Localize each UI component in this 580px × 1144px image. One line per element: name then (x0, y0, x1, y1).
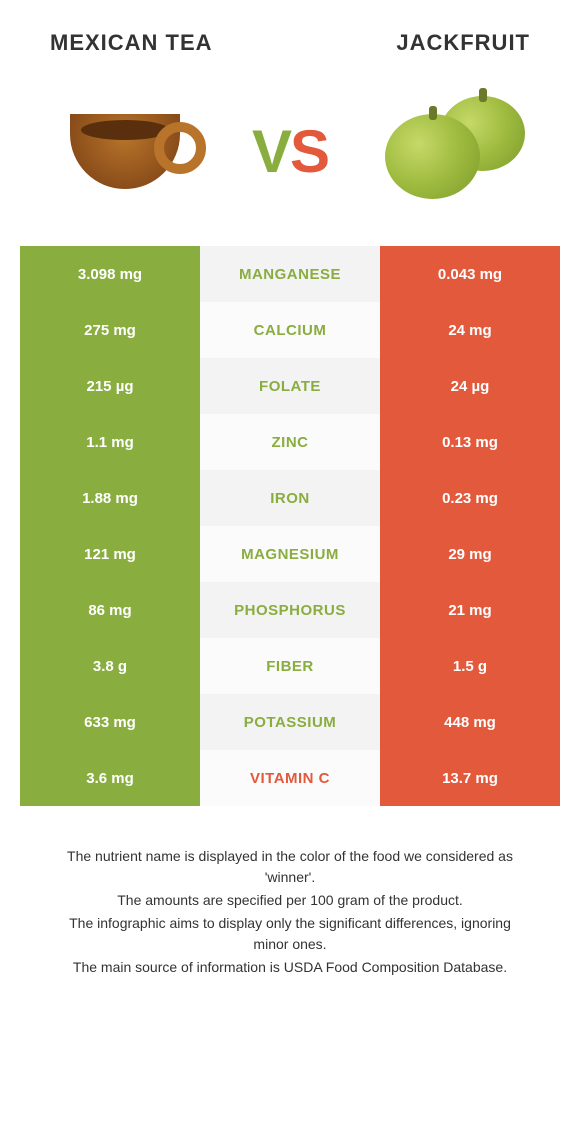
right-value-cell: 0.043 mg (380, 246, 560, 302)
nutrient-label-cell: Vitamin C (200, 750, 380, 806)
nutrient-label-cell: Folate (200, 358, 380, 414)
table-row: 3.6 mgVitamin C13.7 mg (20, 750, 560, 806)
right-food-image (380, 86, 530, 216)
footer-line: The main source of information is USDA F… (50, 957, 530, 978)
right-value-cell: 24 mg (380, 302, 560, 358)
left-value-cell: 86 mg (20, 582, 200, 638)
left-food-title: Mexican tea (50, 30, 213, 56)
nutrient-label-cell: Iron (200, 470, 380, 526)
left-food-image (50, 86, 200, 216)
nutrient-label-cell: Calcium (200, 302, 380, 358)
nutrient-label-cell: Fiber (200, 638, 380, 694)
tea-cup-icon (70, 114, 180, 189)
comparison-table: 3.098 mgManganese0.043 mg275 mgCalcium24… (20, 246, 560, 806)
footer-line: The nutrient name is displayed in the co… (50, 846, 530, 888)
footer-line: The amounts are specified per 100 gram o… (50, 890, 530, 911)
table-row: 275 mgCalcium24 mg (20, 302, 560, 358)
nutrient-label-cell: Zinc (200, 414, 380, 470)
right-food-title: Jackfruit (396, 30, 530, 56)
left-value-cell: 3.8 g (20, 638, 200, 694)
left-value-cell: 275 mg (20, 302, 200, 358)
left-value-cell: 215 µg (20, 358, 200, 414)
table-row: 215 µgFolate24 µg (20, 358, 560, 414)
table-row: 1.88 mgIron0.23 mg (20, 470, 560, 526)
table-row: 121 mgMagnesium29 mg (20, 526, 560, 582)
left-value-cell: 1.88 mg (20, 470, 200, 526)
nutrient-label-cell: Potassium (200, 694, 380, 750)
jackfruit-icon (385, 96, 525, 206)
header: Mexican tea Jackfruit (20, 20, 560, 86)
right-value-cell: 24 µg (380, 358, 560, 414)
table-row: 633 mgPotassium448 mg (20, 694, 560, 750)
left-value-cell: 1.1 mg (20, 414, 200, 470)
left-value-cell: 3.098 mg (20, 246, 200, 302)
table-row: 86 mgPhosphorus21 mg (20, 582, 560, 638)
left-value-cell: 633 mg (20, 694, 200, 750)
right-value-cell: 448 mg (380, 694, 560, 750)
right-value-cell: 1.5 g (380, 638, 560, 694)
left-value-cell: 121 mg (20, 526, 200, 582)
nutrient-label-cell: Phosphorus (200, 582, 380, 638)
vs-s-letter: S (290, 118, 328, 185)
table-row: 3.8 gFiber1.5 g (20, 638, 560, 694)
left-value-cell: 3.6 mg (20, 750, 200, 806)
right-value-cell: 13.7 mg (380, 750, 560, 806)
nutrient-label-cell: Manganese (200, 246, 380, 302)
table-row: 3.098 mgManganese0.043 mg (20, 246, 560, 302)
vs-label: VS (252, 117, 328, 186)
table-row: 1.1 mgZinc0.13 mg (20, 414, 560, 470)
right-value-cell: 0.13 mg (380, 414, 560, 470)
right-value-cell: 29 mg (380, 526, 560, 582)
footer-line: The infographic aims to display only the… (50, 913, 530, 955)
images-row: VS (20, 86, 560, 246)
right-value-cell: 0.23 mg (380, 470, 560, 526)
right-value-cell: 21 mg (380, 582, 560, 638)
footer-notes: The nutrient name is displayed in the co… (20, 806, 560, 978)
vs-v-letter: V (252, 118, 290, 185)
nutrient-label-cell: Magnesium (200, 526, 380, 582)
